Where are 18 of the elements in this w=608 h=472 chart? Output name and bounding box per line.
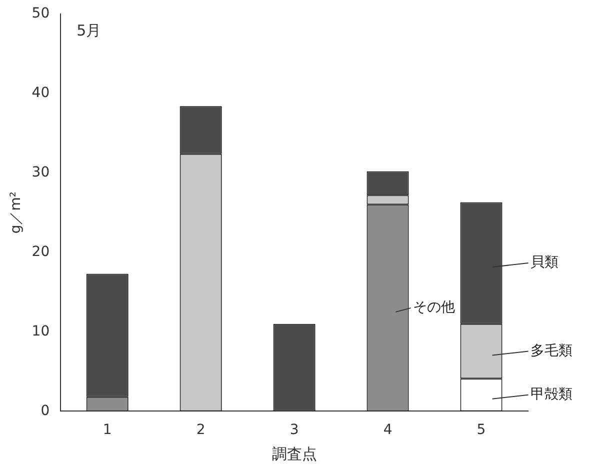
y-tick-label: 20 bbox=[32, 244, 50, 260]
y-tick-label: 0 bbox=[40, 402, 50, 419]
x-tick-label: 2 bbox=[196, 422, 206, 438]
y-tick-label: 40 bbox=[32, 85, 50, 102]
x-tick-label: 3 bbox=[290, 422, 299, 438]
x-tick-label: 1 bbox=[102, 422, 112, 438]
x-tick-label: 4 bbox=[383, 422, 392, 438]
annotation: 5月 bbox=[76, 21, 102, 40]
y-tick-label: 50 bbox=[32, 6, 50, 22]
series-label: その他 bbox=[412, 300, 455, 316]
text: 貝類 bbox=[530, 254, 558, 271]
y-tick-label: 30 bbox=[32, 164, 50, 181]
x-axis-title: 調査点 bbox=[272, 444, 317, 463]
text: 多毛類 bbox=[530, 342, 572, 359]
y-axis-title: g／m² bbox=[8, 192, 24, 234]
x-tick-label: 5 bbox=[476, 422, 486, 438]
text: 甲殻類 bbox=[530, 386, 572, 403]
y-tick-label: 10 bbox=[32, 323, 50, 340]
